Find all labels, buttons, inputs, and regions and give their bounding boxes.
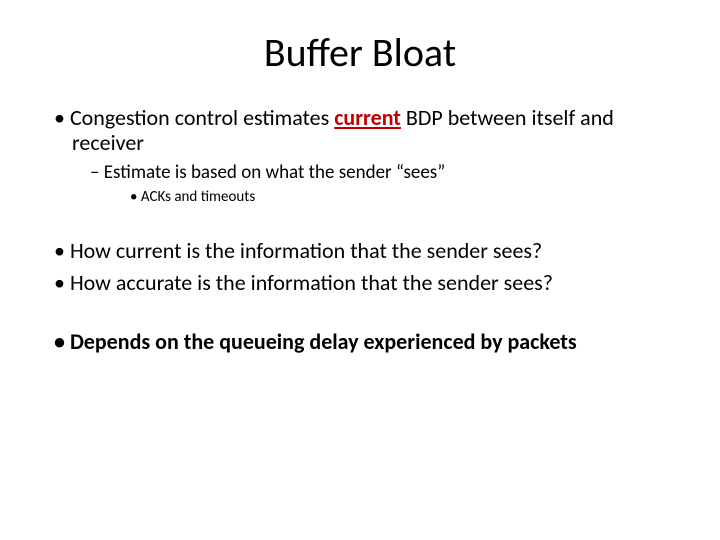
bullet-l3: ACKs and timeouts — [130, 188, 690, 206]
bullet-text-pre: Congestion control estimates — [70, 104, 334, 131]
slide: Buffer Bloat Congestion control estimate… — [0, 0, 720, 540]
bullet-text: ACKs and timeouts — [141, 188, 255, 206]
bullet-l1: How current is the information that the … — [54, 238, 690, 263]
bullet-l1: How accurate is the information that the… — [54, 270, 690, 295]
bullet-l1: Congestion control estimates current BDP… — [54, 105, 690, 156]
bullet-emph: current — [334, 104, 401, 131]
bullet-gap — [30, 210, 690, 238]
bullet-text: Estimate is based on what the sender “se… — [104, 161, 445, 184]
bullet-l1-bold: Depends on the queueing delay experience… — [54, 329, 690, 354]
bullet-list: Congestion control estimates current BDP… — [30, 105, 690, 354]
bullet-l2: Estimate is based on what the sender “se… — [90, 162, 690, 185]
bullet-gap — [30, 301, 690, 329]
bullet-text: Depends on the queueing delay experience… — [70, 328, 577, 355]
slide-title: Buffer Bloat — [30, 28, 690, 77]
bullet-text: How accurate is the information that the… — [70, 269, 553, 296]
bullet-text: How current is the information that the … — [70, 237, 542, 264]
